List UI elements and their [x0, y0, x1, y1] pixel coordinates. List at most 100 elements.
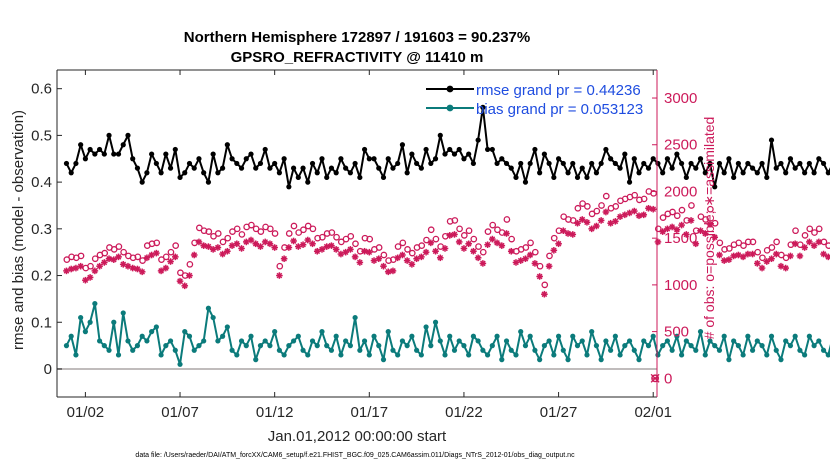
assimilated-obs-point — [470, 247, 477, 255]
possible-obs-point — [598, 202, 605, 209]
assimilated-obs-point — [484, 241, 491, 249]
bias-point — [201, 338, 207, 344]
rmse-point — [376, 165, 382, 171]
rmse-point — [357, 174, 363, 181]
bias-point — [96, 338, 103, 344]
rmse-point — [191, 165, 197, 171]
bias-point — [745, 333, 751, 339]
rmse-point — [494, 160, 500, 167]
asterisk-stroke — [153, 250, 160, 256]
rmse-point — [735, 160, 741, 167]
assimilated-obs-point — [153, 249, 160, 257]
rmse-point — [816, 156, 822, 162]
possible-obs-point — [404, 246, 411, 253]
bias-point — [802, 352, 808, 358]
rmse-point — [361, 146, 368, 153]
assimilated-obs-point — [176, 277, 184, 285]
rmse-point — [106, 132, 112, 138]
rmse-point — [196, 156, 202, 162]
bias-point — [120, 310, 126, 316]
bias-point — [149, 329, 155, 335]
rmse-point — [371, 156, 377, 162]
possible-obs-point — [394, 243, 402, 250]
asterisk-stroke — [650, 206, 657, 213]
possible-obs-point — [716, 239, 724, 247]
possible-obs-point — [451, 217, 459, 224]
assimilated-obs-point — [432, 247, 439, 255]
asterisk-stroke — [494, 240, 500, 246]
x-tick-label: 01/07 — [161, 404, 199, 421]
bias-point — [144, 338, 150, 344]
possible-obs-point — [574, 204, 582, 212]
possible-obs-point — [214, 230, 222, 237]
bias-point — [683, 338, 689, 344]
assimilated-obs-point — [205, 243, 212, 250]
possible-obs-point — [763, 246, 771, 254]
bias-point — [593, 343, 600, 349]
possible-obs-point — [271, 230, 279, 237]
asterisk-stroke — [763, 258, 770, 265]
assimilated-obs-point — [332, 246, 340, 253]
possible-obs-point — [205, 228, 213, 235]
bias-point — [664, 338, 671, 344]
asterisk-stroke — [390, 268, 396, 274]
bias-point — [338, 352, 344, 358]
possible-obs-point — [778, 251, 785, 259]
legend-bias-marker — [446, 104, 454, 112]
bias-point — [347, 343, 353, 349]
possible-obs-point — [63, 256, 71, 264]
possible-obs-point — [773, 238, 780, 246]
rmse-point — [622, 151, 628, 157]
asterisk-stroke — [110, 256, 117, 263]
assimilated-obs-point — [801, 244, 808, 251]
bias-point — [253, 357, 259, 363]
rmse-point — [783, 170, 789, 176]
asterisk-stroke — [423, 249, 429, 256]
asterisk-stroke — [745, 251, 751, 257]
rmse-point — [115, 151, 122, 157]
bias-point — [754, 338, 760, 344]
y-tick-label: 0 — [44, 361, 52, 378]
assimilated-obs-point — [465, 240, 472, 248]
asterisk-stroke — [569, 231, 576, 238]
rmse-point — [172, 146, 178, 153]
rmse-point — [527, 160, 533, 167]
possible-obs-point — [342, 235, 350, 243]
bias-point — [674, 333, 680, 339]
asterisk-stroke — [541, 291, 548, 298]
rmse-point — [82, 156, 88, 162]
asterisk-stroke — [484, 241, 491, 248]
bias-point — [229, 347, 235, 353]
rmse-point — [579, 165, 585, 171]
possible-obs-point — [546, 252, 553, 260]
bias-point — [167, 338, 174, 344]
bias-point — [783, 338, 789, 344]
bias-point — [466, 352, 472, 358]
possible-obs-point — [172, 242, 180, 249]
bias-point — [735, 343, 741, 349]
x-tick-label: 01/22 — [445, 404, 483, 421]
assimilated-obs-point — [668, 223, 676, 231]
rmse-point — [134, 165, 141, 171]
bias-point — [290, 338, 297, 344]
y2-tick-label: 0 — [664, 370, 672, 387]
bias-point — [106, 347, 112, 353]
possible-obs-point — [77, 252, 85, 260]
possible-obs-point — [290, 222, 298, 230]
asterisk-stroke — [612, 218, 619, 225]
rmse-point — [641, 160, 647, 167]
rmse-point — [778, 160, 784, 167]
rmse-point — [551, 174, 557, 181]
possible-obs-point — [295, 229, 303, 236]
bias-point — [205, 305, 212, 311]
asterisk-stroke — [404, 257, 410, 264]
possible-obs-point — [811, 229, 818, 236]
possible-obs-point — [177, 269, 184, 277]
rmse-point — [418, 165, 424, 171]
rmse-point — [220, 165, 226, 171]
assimilated-obs-point — [143, 254, 151, 262]
assimilated-obs-point — [190, 251, 198, 259]
rmse-point — [409, 151, 415, 157]
asterisk-stroke — [101, 259, 108, 266]
asterisk-stroke — [238, 245, 245, 252]
